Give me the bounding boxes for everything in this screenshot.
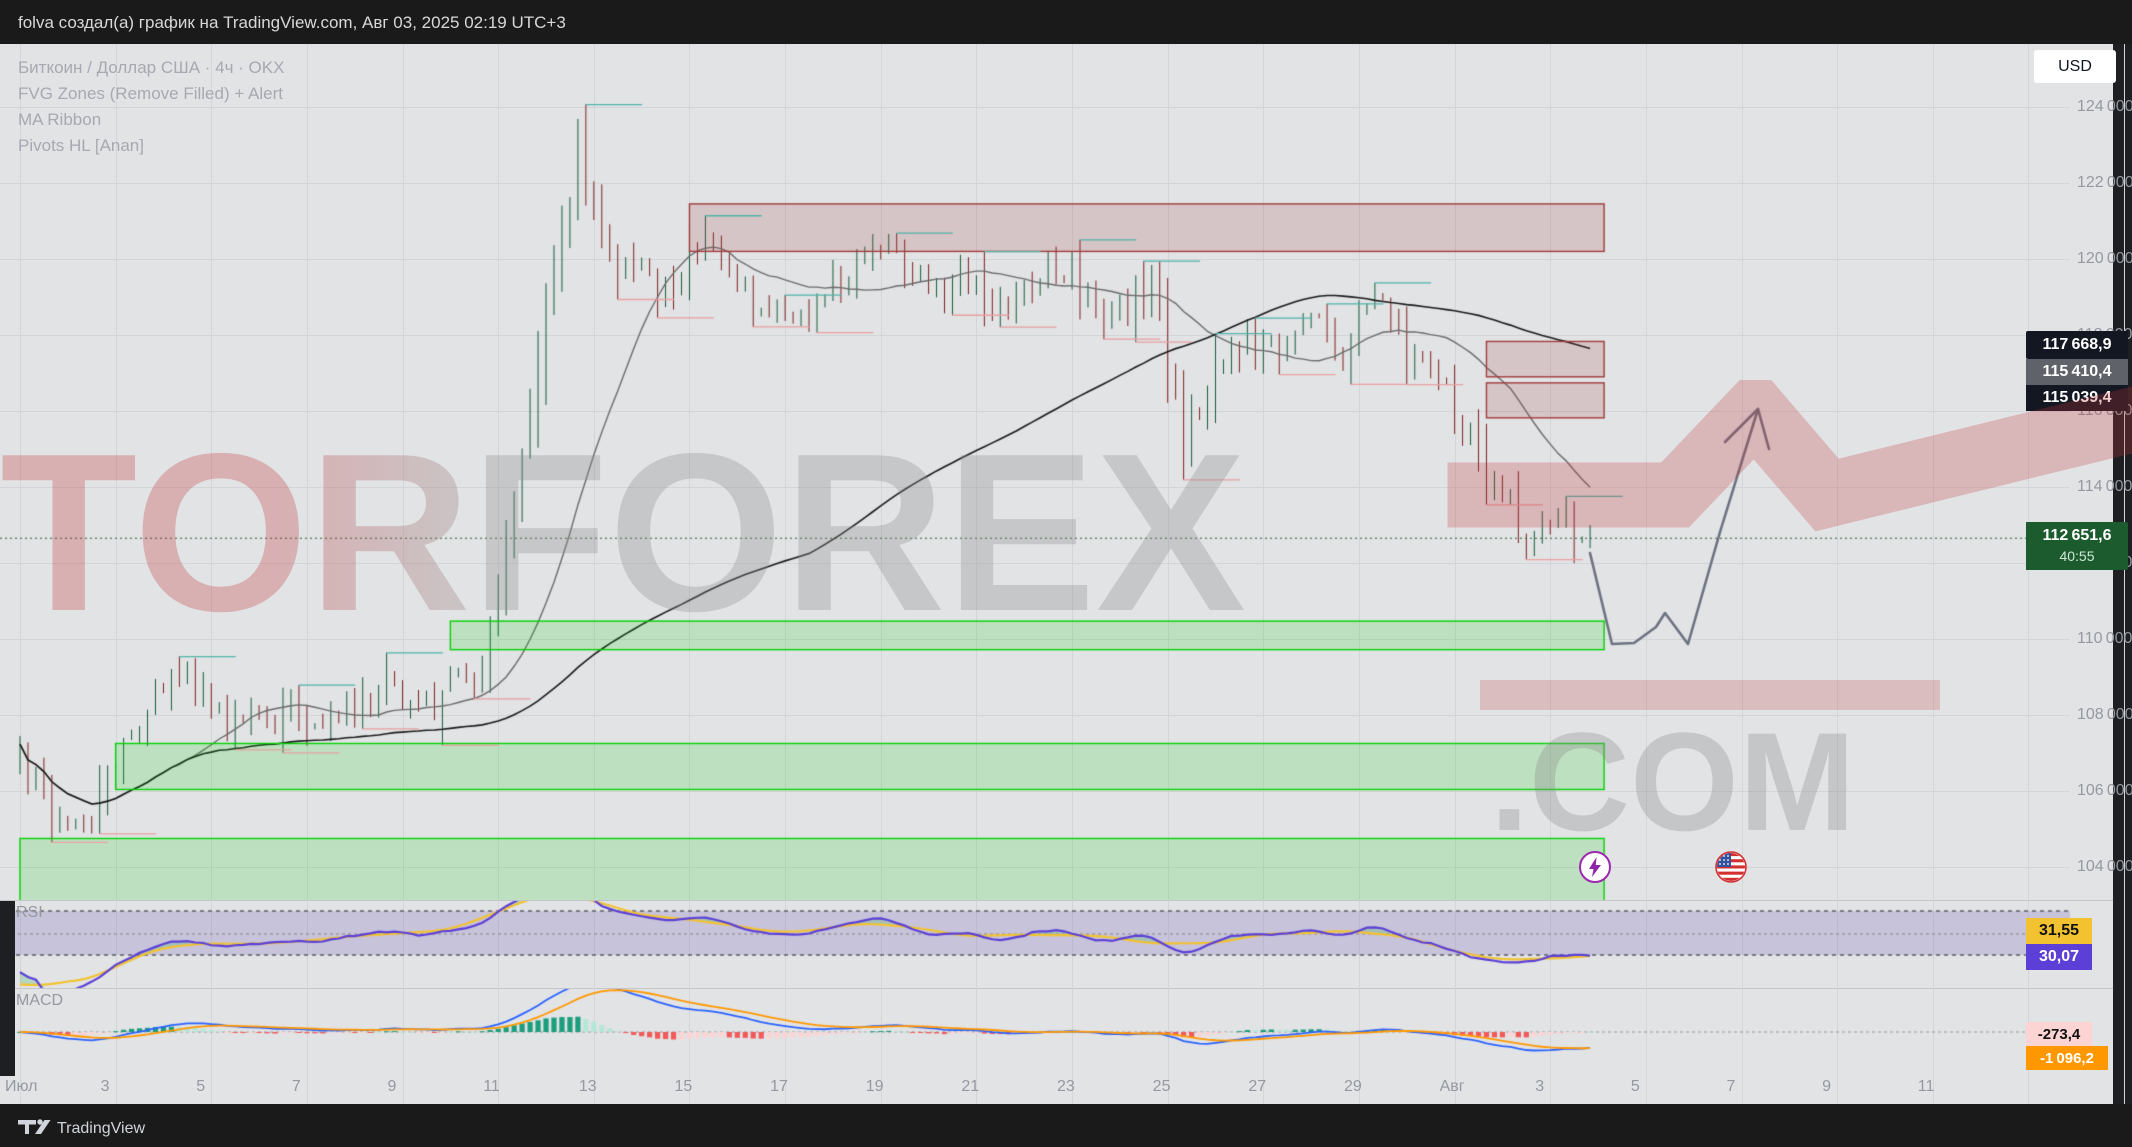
svg-text:TradingView: TradingView (57, 1120, 145, 1137)
